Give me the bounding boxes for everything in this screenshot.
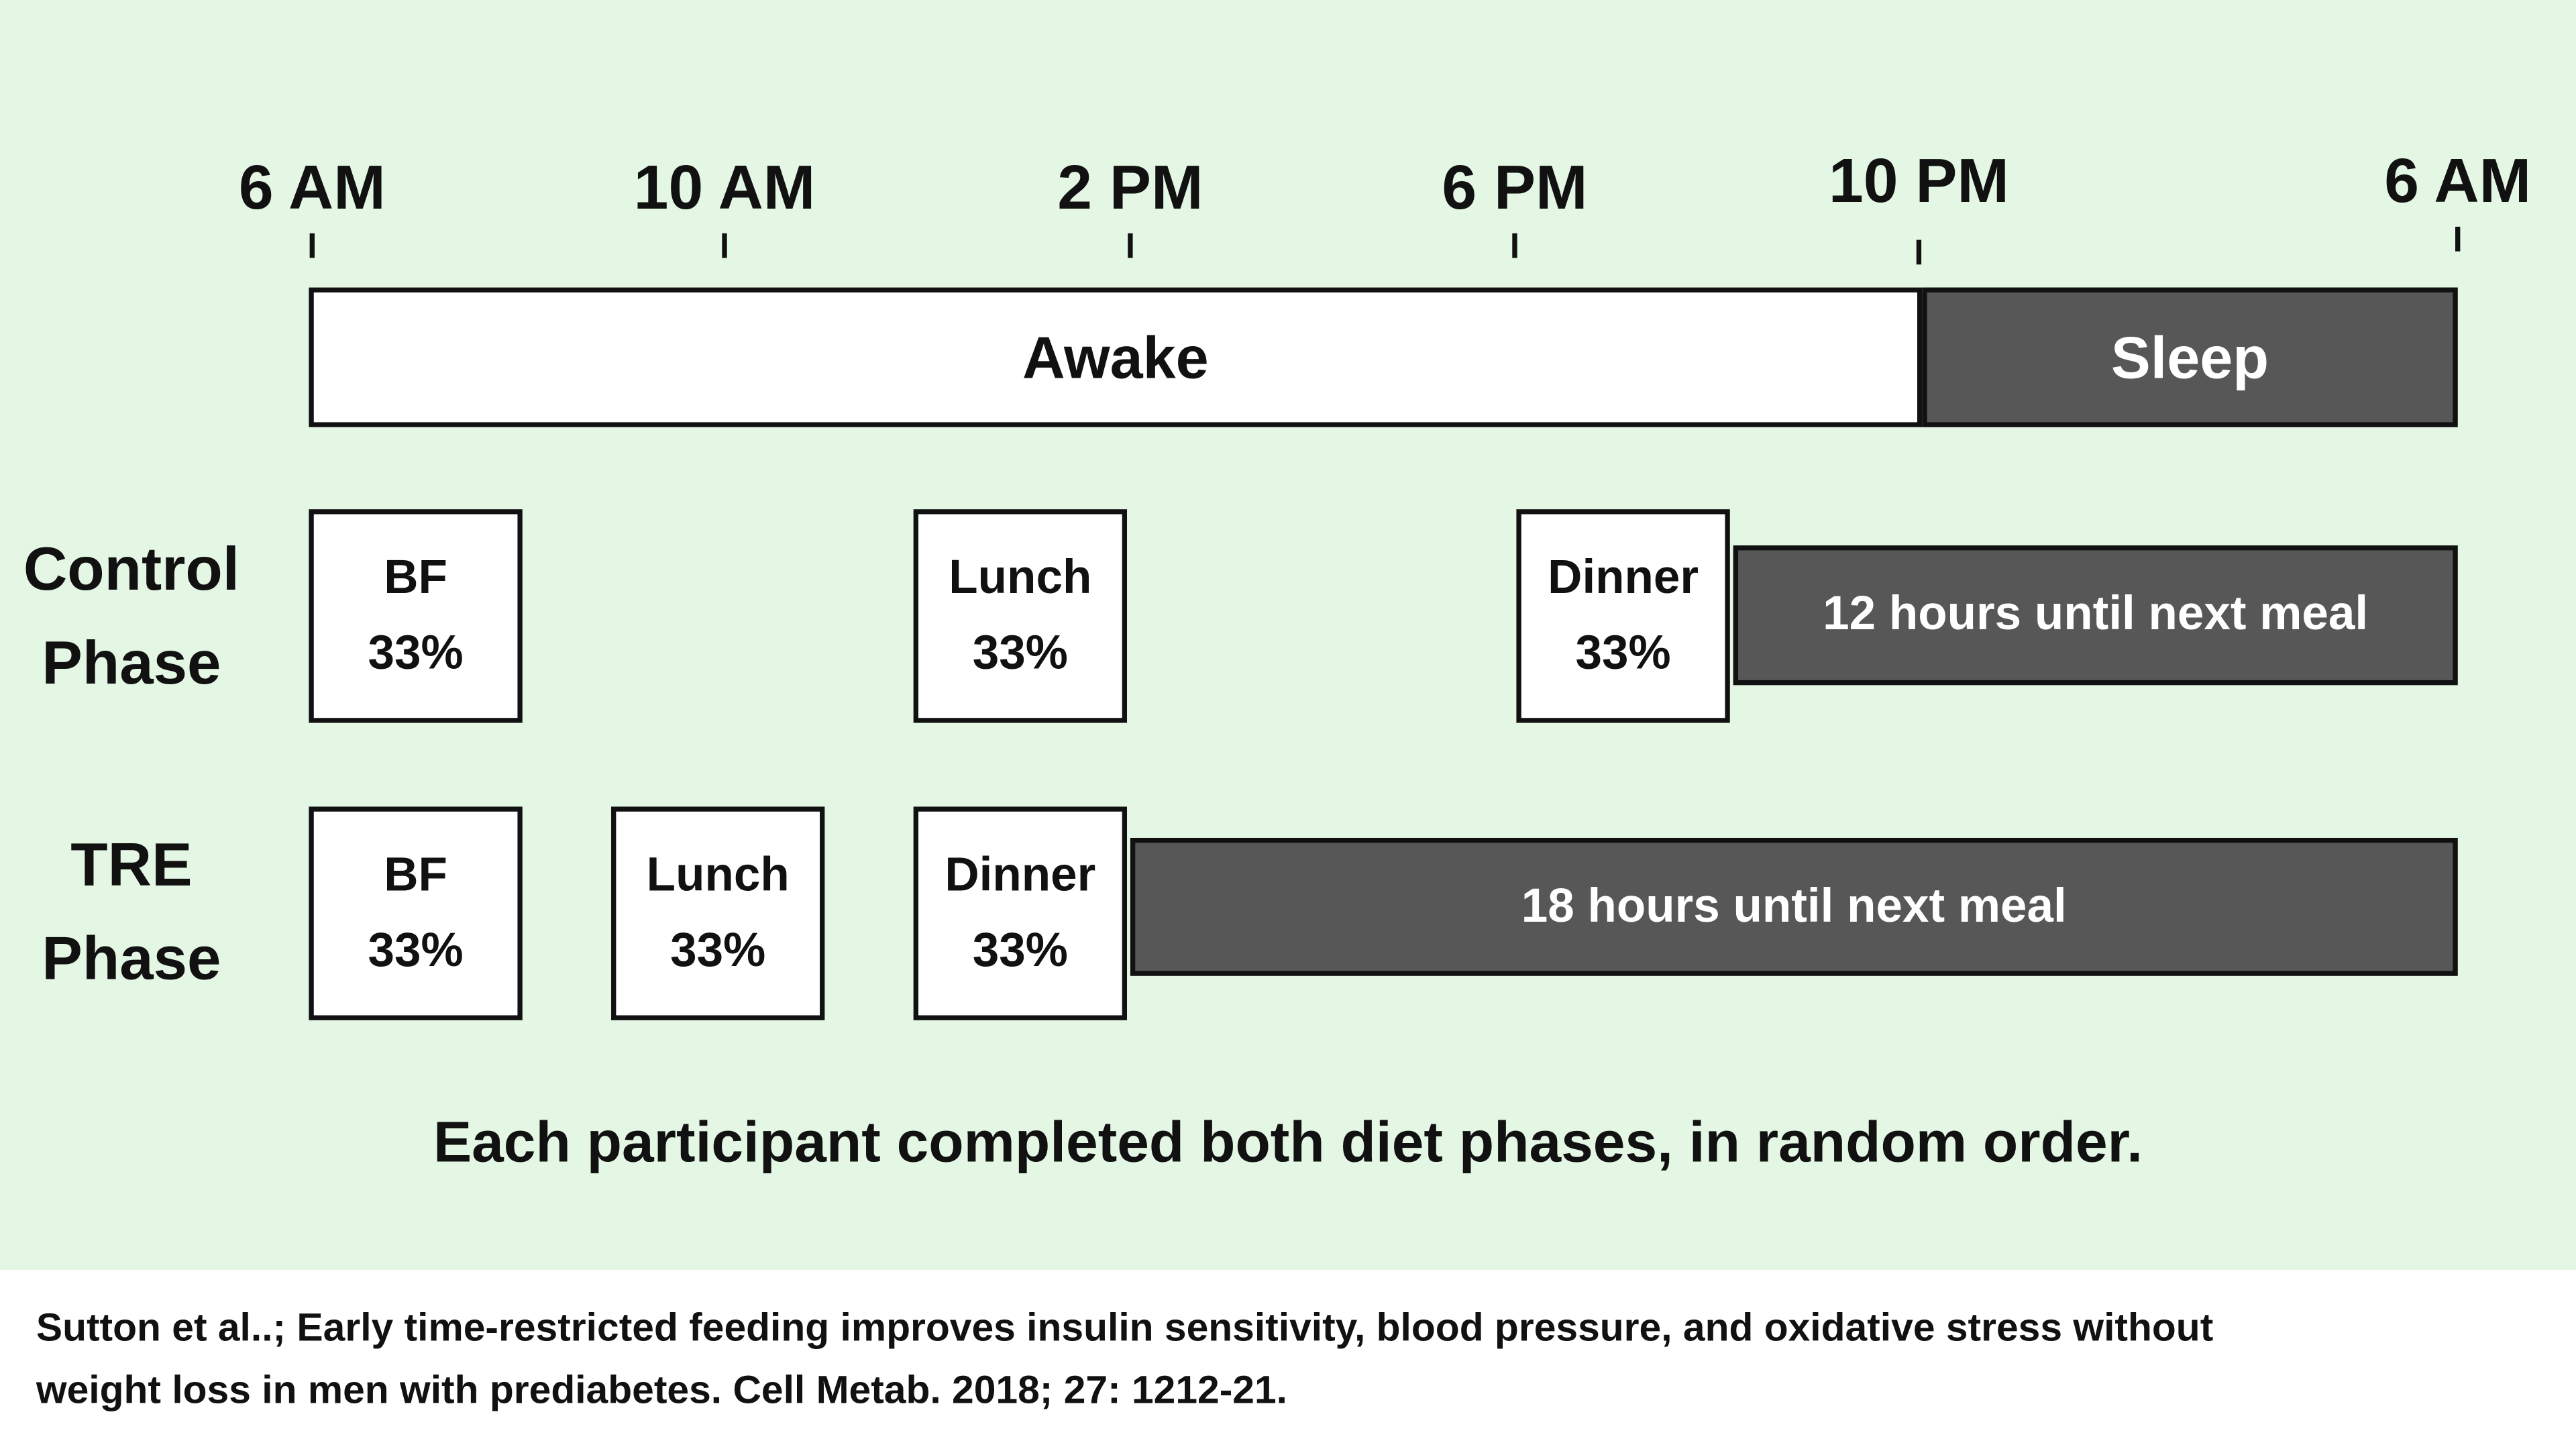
- meal-name: Dinner: [1548, 551, 1699, 605]
- meal-name: Lunch: [646, 849, 790, 902]
- sleep-bar: Sleep: [1922, 287, 2458, 427]
- fast-label: 12 hours until next meal: [1823, 588, 2369, 641]
- citation-line: Sutton et al..; Early time-restricted fe…: [36, 1305, 2214, 1351]
- tick-label: 10 AM: [633, 154, 816, 224]
- meal-share: 33%: [670, 924, 766, 978]
- meal-box: BF 33%: [309, 806, 523, 1020]
- label-line: Control: [23, 535, 239, 603]
- tick-mark: [1916, 239, 1922, 265]
- label-line: TRE: [70, 831, 193, 899]
- tick-mark: [1512, 233, 1517, 258]
- caption: Each participant completed both diet pha…: [433, 1110, 2143, 1175]
- fast-label: 18 hours until next meal: [1521, 879, 2067, 932]
- meal-box: Lunch 33%: [913, 509, 1128, 723]
- citation-line: weight loss in men with prediabetes. Cel…: [36, 1368, 1288, 1413]
- citation: Sutton et al..; Early time-restricted fe…: [36, 1298, 2533, 1423]
- meal-box: BF 33%: [309, 509, 523, 723]
- tick-mark: [2455, 226, 2461, 252]
- meal-share: 33%: [972, 924, 1068, 978]
- meal-name: BF: [384, 551, 447, 605]
- meal-box: Lunch 33%: [611, 806, 825, 1020]
- meal-share: 33%: [972, 627, 1068, 680]
- tick-label: 6 PM: [1442, 154, 1588, 224]
- control-fast-bar: 12 hours until next meal: [1733, 545, 2458, 686]
- sleep-label: Sleep: [2110, 323, 2269, 390]
- tick-mark: [1128, 233, 1133, 258]
- tick-label: 10 PM: [1828, 148, 2009, 217]
- tick-mark: [309, 233, 315, 258]
- meal-box: Dinner 33%: [913, 806, 1128, 1020]
- tre-phase-label: TRE Phase: [0, 818, 263, 1006]
- tick-label: 6 AM: [2384, 148, 2532, 217]
- meal-name: BF: [384, 849, 447, 902]
- tick-label: 2 PM: [1057, 154, 1203, 224]
- control-phase-label: Control Phase: [0, 523, 263, 710]
- label-line: Phase: [42, 629, 221, 697]
- awake-bar: Awake: [309, 287, 1923, 427]
- tre-fast-bar: 18 hours until next meal: [1130, 837, 2458, 976]
- meal-share: 33%: [368, 924, 464, 978]
- meal-share: 33%: [368, 627, 464, 680]
- meal-name: Dinner: [945, 849, 1096, 902]
- label-line: Phase: [42, 924, 221, 993]
- awake-label: Awake: [1022, 323, 1209, 390]
- tick-label: 6 AM: [238, 154, 386, 224]
- tick-mark: [722, 233, 727, 258]
- meal-box: Dinner 33%: [1516, 509, 1730, 723]
- meal-name: Lunch: [949, 551, 1092, 605]
- meal-share: 33%: [1575, 627, 1671, 680]
